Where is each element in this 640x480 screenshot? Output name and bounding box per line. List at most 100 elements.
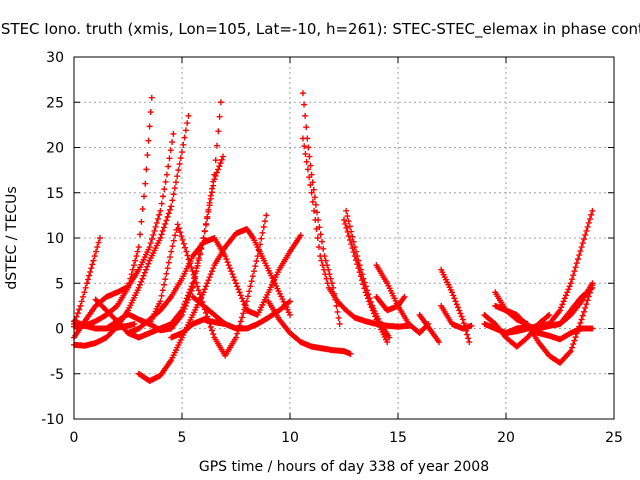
- data-point: [206, 202, 213, 209]
- data-point: [436, 339, 443, 346]
- data-point: [195, 287, 202, 294]
- data-point: [198, 295, 205, 302]
- data-point: [560, 298, 567, 305]
- data-point: [230, 274, 237, 281]
- data-point: [237, 318, 244, 325]
- data-point: [185, 296, 191, 303]
- data-point: [96, 235, 103, 241]
- data-point: [322, 271, 329, 278]
- data-point: [209, 268, 215, 275]
- data-point: [163, 270, 170, 277]
- y-tick-label: 15: [46, 186, 64, 202]
- data-point: [343, 207, 350, 214]
- data-point: [215, 166, 222, 173]
- data-point: [351, 253, 358, 260]
- data-point: [113, 324, 119, 331]
- data-point: [138, 218, 145, 225]
- data-point: [233, 334, 239, 341]
- data-point: [585, 293, 592, 300]
- data-point: [182, 244, 189, 251]
- data-point: [159, 287, 166, 294]
- x-tick-label: 20: [497, 430, 515, 446]
- series-0: [71, 235, 103, 327]
- data-point: [135, 244, 142, 251]
- data-point: [324, 280, 331, 287]
- data-point: [584, 297, 591, 304]
- data-point: [140, 272, 147, 279]
- data-point: [320, 245, 327, 252]
- data-point: [570, 272, 577, 279]
- data-point: [172, 232, 179, 239]
- data-point: [222, 253, 229, 260]
- data-point: [234, 330, 241, 337]
- data-point: [142, 180, 149, 187]
- data-point: [162, 220, 169, 227]
- data-point: [307, 181, 314, 188]
- data-point: [453, 301, 460, 308]
- data-point: [139, 206, 146, 213]
- series-12: [299, 90, 343, 327]
- data-point: [368, 304, 375, 311]
- data-point: [449, 289, 455, 296]
- data-point: [212, 172, 219, 179]
- data-point: [167, 147, 174, 154]
- data-point: [367, 301, 374, 308]
- data-point: [350, 249, 357, 256]
- data-point: [93, 248, 100, 255]
- data-point: [245, 293, 251, 300]
- data-point: [213, 169, 220, 176]
- x-tick-label: 15: [389, 430, 407, 446]
- data-point: [366, 298, 373, 305]
- data-point: [311, 207, 318, 214]
- y-tick-label: 30: [46, 50, 64, 66]
- data-point: [450, 292, 457, 299]
- data-point: [180, 240, 187, 247]
- data-point: [570, 341, 577, 348]
- data-point: [193, 279, 200, 286]
- data-point: [159, 193, 166, 200]
- data-point: [128, 271, 135, 278]
- data-point: [85, 276, 92, 283]
- x-tick-label: 0: [70, 430, 79, 446]
- data-point: [175, 225, 182, 232]
- data-point: [361, 285, 368, 292]
- data-point: [165, 259, 172, 266]
- data-point: [178, 233, 185, 240]
- data-point: [452, 298, 459, 305]
- data-point: [307, 162, 314, 169]
- data-point: [184, 120, 191, 127]
- data-point: [157, 298, 164, 305]
- data-point: [466, 339, 473, 346]
- data-point: [223, 256, 230, 263]
- data-point: [218, 156, 225, 163]
- data-point: [167, 206, 173, 213]
- y-tick-label: 25: [46, 95, 64, 111]
- data-point: [78, 298, 85, 305]
- data-point: [209, 327, 215, 334]
- series-11: [168, 316, 229, 341]
- data-point: [231, 277, 238, 284]
- data-point: [209, 189, 215, 196]
- data-point: [169, 243, 176, 250]
- data-point: [349, 245, 356, 252]
- data-point: [181, 305, 188, 312]
- data-point: [158, 200, 165, 207]
- data-point: [240, 310, 247, 317]
- data-point: [558, 304, 565, 311]
- data-point: [170, 130, 177, 137]
- data-point: [91, 253, 98, 260]
- data-point: [571, 337, 578, 344]
- data-point: [177, 229, 184, 236]
- data-point: [248, 278, 255, 285]
- series-27: [535, 280, 596, 332]
- data-point: [259, 229, 266, 236]
- data-point: [187, 290, 194, 297]
- data-point: [252, 263, 259, 270]
- data-point: [243, 298, 250, 305]
- data-point: [143, 266, 149, 273]
- x-tick-label: 10: [281, 430, 299, 446]
- data-point: [588, 211, 595, 218]
- data-point: [564, 289, 571, 296]
- series-9: [146, 212, 270, 359]
- data-point: [77, 302, 84, 309]
